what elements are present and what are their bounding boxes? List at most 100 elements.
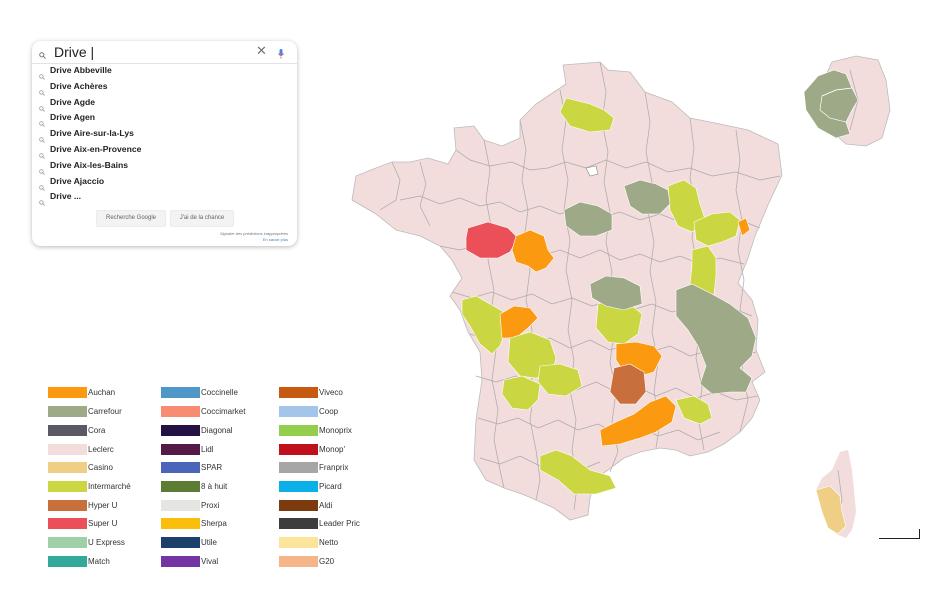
legend-swatch (279, 387, 318, 398)
legend-swatch (161, 387, 200, 398)
suggestion-list: Drive Abbeville Drive Achères Drive Agde… (32, 64, 297, 207)
region-herault (599, 395, 677, 447)
suggestion-label: Drive Aix-en-Provence (50, 143, 142, 154)
suggestion-item[interactable]: Drive Achères (32, 80, 297, 96)
legend-swatch (161, 500, 200, 511)
region-loir (511, 229, 555, 273)
legend-swatch (48, 444, 87, 455)
legend-label: Casino (88, 463, 113, 472)
search-icon (39, 99, 45, 117)
search-icon (39, 83, 45, 101)
region-cote-or (623, 179, 671, 215)
region-strasbourg-dot (737, 217, 751, 237)
region-vendee (461, 295, 507, 355)
suggestion-label: Drive Agen (50, 112, 96, 123)
mainland-france (352, 62, 782, 520)
search-input[interactable]: Drive | (54, 44, 95, 60)
search-bar[interactable]: Drive | ✕ (32, 41, 297, 64)
search-icon (39, 193, 45, 211)
legend-label: Cora (88, 426, 106, 435)
inset-detail (821, 87, 853, 97)
suggestion-label: Drive Aix-les-Bains (50, 159, 129, 170)
search-icon (39, 178, 45, 196)
legend-label: Utile (201, 538, 218, 547)
legend-swatch (161, 406, 200, 417)
region-pas-de-calais (559, 97, 615, 133)
region-pyrenees (539, 449, 617, 495)
legend-label: Netto (319, 538, 339, 547)
legend-swatch (161, 537, 200, 548)
legend-label: Vival (201, 557, 219, 566)
legend-label: Coop (319, 407, 339, 416)
legend-label: Super U (88, 519, 118, 528)
clear-icon[interactable]: ✕ (256, 43, 267, 58)
search-icon (39, 114, 45, 132)
suggestion-label: Drive Achères (50, 80, 108, 91)
region-nievre (589, 275, 643, 311)
legend-label: Coccinelle (201, 388, 238, 397)
legend-label: Picard (319, 482, 342, 491)
legend-swatch (161, 518, 200, 529)
search-icon (39, 162, 45, 180)
search-icon (39, 130, 45, 148)
legend-label: Carrefour (88, 407, 122, 416)
region-haute-saone (689, 245, 717, 299)
legend-swatch (48, 556, 87, 567)
legend-swatch (279, 500, 318, 511)
suggestion-item[interactable]: Drive Agen (32, 111, 297, 128)
microphone-icon[interactable] (278, 46, 284, 64)
region-corsica-south (815, 485, 847, 535)
legend-label: Proxi (201, 501, 220, 510)
region-var (675, 395, 713, 425)
region-rhone-alpes (675, 283, 757, 395)
legend-label: Viveco (319, 388, 343, 397)
legend-swatch (48, 462, 87, 473)
legend-label: Aldi (319, 501, 333, 510)
colored-regions (461, 69, 859, 535)
region-sarthe (465, 221, 519, 259)
suggestion-item[interactable]: Drive Ajaccio (32, 175, 297, 191)
legend-swatch (48, 500, 87, 511)
suggestion-item[interactable]: Drive Abbeville (32, 64, 297, 80)
legend-swatch (279, 406, 318, 417)
legend-swatch (279, 537, 318, 548)
suggestion-item[interactable]: Drive Aix-en-Provence (32, 143, 297, 159)
region-aveyron (609, 363, 647, 405)
legend-swatch (48, 425, 87, 436)
legend-label: Coccimarket (201, 407, 246, 416)
suggestion-label: Drive Ajaccio (50, 175, 105, 186)
legend-label: Sherpa (201, 519, 227, 528)
suggestion-item[interactable]: Drive ... (32, 190, 297, 207)
report-predictions-link[interactable]: Signaler des prédictions inappropriées (219, 231, 288, 236)
suggestion-label: Drive ... (50, 191, 82, 202)
legend-swatch (48, 537, 87, 548)
suggestion-item[interactable]: Drive Agde (32, 96, 297, 112)
legend-label: Intermarché (88, 482, 131, 491)
legend-swatch (48, 406, 87, 417)
legend-label: Monoprix (319, 426, 352, 435)
legend-label: G20 (319, 557, 335, 566)
search-card: Drive | ✕ Drive Abbeville Drive Achères … (32, 41, 297, 246)
google-search-button[interactable]: Recherche Google (96, 210, 166, 227)
legend-swatch (279, 481, 318, 492)
legend-swatch (279, 425, 318, 436)
region-deux-sevres (499, 305, 539, 339)
legend-label: Monop' (319, 445, 345, 454)
region-gironde (501, 375, 541, 411)
suggestion-item[interactable]: Drive Aire-sur-la-Lys (32, 127, 297, 144)
legend-swatch (48, 518, 87, 529)
paris-area (585, 165, 599, 177)
legend-swatch (48, 387, 87, 398)
scale-bar (879, 529, 920, 539)
suggestion-item[interactable]: Drive Aix-les-Bains (32, 159, 297, 175)
legend-swatch (161, 425, 200, 436)
legend-label: Franprix (319, 463, 349, 472)
legend-swatch (161, 556, 200, 567)
lucky-button[interactable]: J'ai de la chance (170, 210, 234, 227)
suggestion-label: Drive Abbeville (50, 65, 112, 75)
search-icon (39, 67, 45, 85)
legend-label: U Express (88, 538, 125, 547)
learn-more-link[interactable]: En savoir plus (262, 237, 288, 242)
legend-label: Hyper U (88, 501, 118, 510)
